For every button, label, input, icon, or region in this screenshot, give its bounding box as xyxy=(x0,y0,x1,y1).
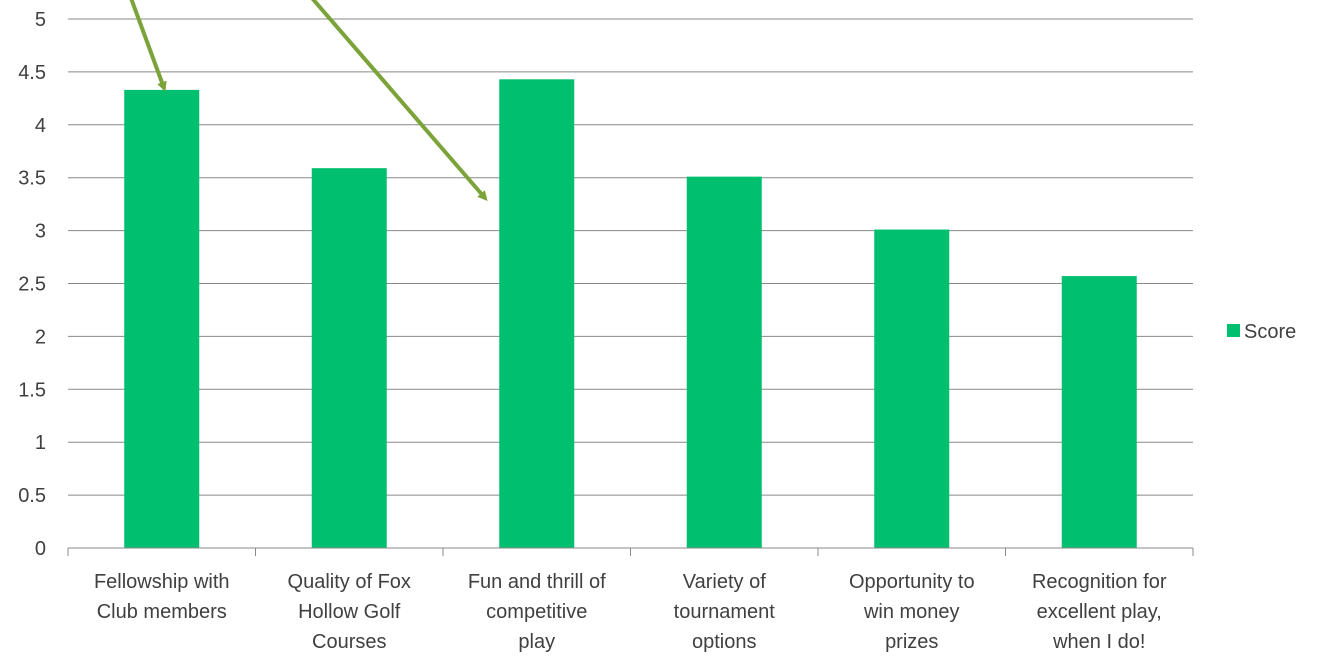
x-axis xyxy=(67,547,1194,556)
bars xyxy=(124,79,1137,549)
gridlines xyxy=(68,18,1193,496)
category-label-line: when I do! xyxy=(1052,631,1145,653)
legend-label: Score xyxy=(1244,321,1296,343)
y-tick-label: 4.5 xyxy=(18,62,46,84)
category-label: Variety of tournament options xyxy=(674,571,776,653)
category-labels: Fellowship with Club members Quality of Fo… xyxy=(94,571,1167,653)
y-tick-label: 2.5 xyxy=(18,274,46,296)
category-label: Recognition for excellent play, when I do! xyxy=(1032,571,1167,653)
legend-swatch xyxy=(1227,324,1240,337)
category-label-line: Club members xyxy=(97,601,227,623)
bar xyxy=(311,168,387,549)
category-label-line: Fellowship with xyxy=(94,571,230,593)
category-label-line: excellent play, xyxy=(1037,601,1162,623)
bar xyxy=(124,89,200,549)
annotation-arrows xyxy=(129,0,488,202)
y-tick-label: 0 xyxy=(35,538,46,560)
category-label-line: Variety of xyxy=(683,571,766,593)
legend: Score xyxy=(1227,321,1296,343)
y-tick-label: 1 xyxy=(35,432,46,454)
arrow-annotation xyxy=(311,0,488,202)
y-tick-label: 4 xyxy=(35,115,46,137)
y-axis-ticks: 0 0.5 1 1.5 2 2.5 3 3.5 4 4.5 5 xyxy=(18,9,46,560)
category-label: Fun and thrill of competitive play xyxy=(468,571,606,653)
category-label-line: options xyxy=(692,631,757,653)
category-label: Quality of Fox Hollow Golf Courses xyxy=(288,571,411,653)
category-label-line: win money xyxy=(863,601,960,623)
y-tick-label: 0.5 xyxy=(18,485,46,507)
y-tick-label: 3.5 xyxy=(18,168,46,190)
bar xyxy=(499,79,575,548)
category-label-line: tournament xyxy=(674,601,776,623)
category-label-line: competitive xyxy=(486,601,587,623)
category-label-line: Quality of Fox xyxy=(288,571,411,593)
category-label-line: Recognition for xyxy=(1032,571,1167,593)
bar xyxy=(686,176,762,548)
y-tick-label: 1.5 xyxy=(18,379,46,401)
category-label-line: prizes xyxy=(885,631,938,653)
category-label-line: Opportunity to xyxy=(849,571,975,593)
bar xyxy=(1061,276,1137,548)
category-label: Fellowship with Club members xyxy=(94,571,230,623)
y-tick-label: 2 xyxy=(35,326,46,348)
bar xyxy=(874,229,950,549)
category-label-line: Fun and thrill of xyxy=(468,571,606,593)
category-label-line: play xyxy=(518,631,555,653)
arrow-annotation xyxy=(129,0,167,92)
y-tick-label: 3 xyxy=(35,221,46,243)
category-label-line: Courses xyxy=(312,631,386,653)
category-label: Opportunity to win money prizes xyxy=(849,571,975,653)
category-label-line: Hollow Golf xyxy=(298,601,401,623)
y-tick-label: 5 xyxy=(35,9,46,31)
